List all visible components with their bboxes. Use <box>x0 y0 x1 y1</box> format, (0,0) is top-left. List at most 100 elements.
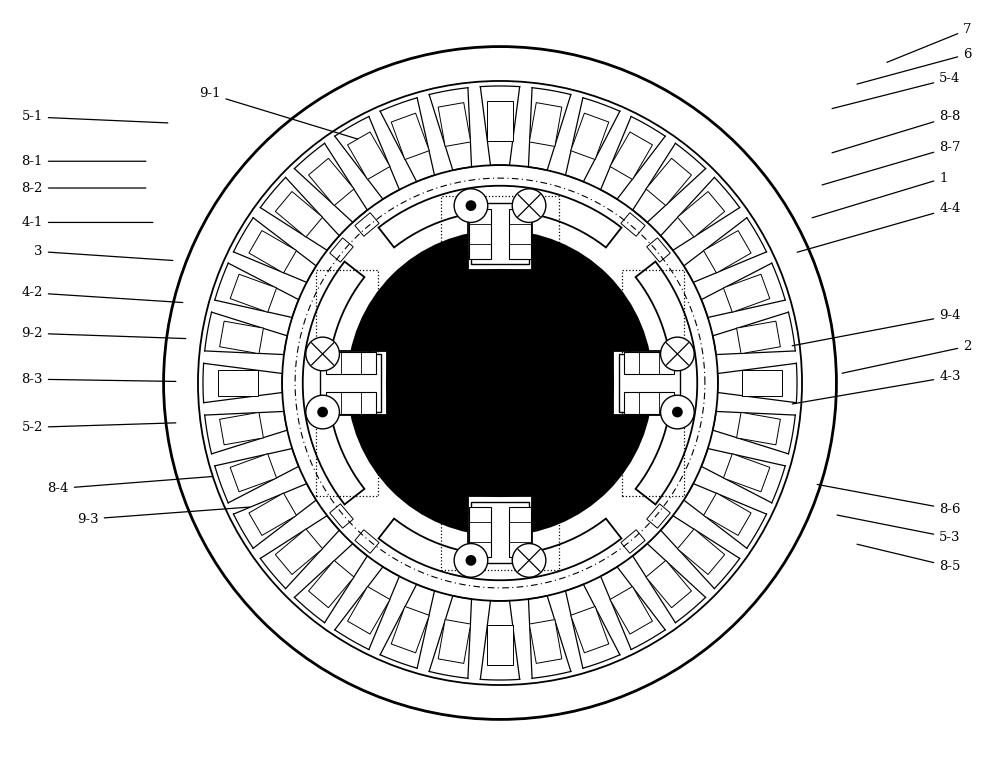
Text: 6: 6 <box>857 47 972 84</box>
Circle shape <box>306 395 339 429</box>
Polygon shape <box>471 203 529 264</box>
Circle shape <box>512 544 546 578</box>
Polygon shape <box>677 192 725 237</box>
Polygon shape <box>610 132 652 179</box>
Polygon shape <box>220 321 263 354</box>
Text: 8-7: 8-7 <box>822 141 961 185</box>
Text: 9-2: 9-2 <box>21 327 186 340</box>
Polygon shape <box>677 529 725 574</box>
Polygon shape <box>220 412 263 445</box>
Polygon shape <box>438 620 471 663</box>
Polygon shape <box>355 530 379 553</box>
Polygon shape <box>509 507 531 557</box>
Text: 5-2: 5-2 <box>21 421 176 434</box>
Polygon shape <box>355 213 379 236</box>
Text: 5-3: 5-3 <box>837 515 961 544</box>
Polygon shape <box>624 352 674 374</box>
Text: 8-3: 8-3 <box>21 373 176 385</box>
Circle shape <box>512 188 546 222</box>
Polygon shape <box>320 355 381 411</box>
Polygon shape <box>723 453 770 492</box>
Polygon shape <box>647 238 670 262</box>
Circle shape <box>387 270 613 496</box>
Text: 8-5: 8-5 <box>857 544 961 573</box>
Polygon shape <box>529 620 562 663</box>
Text: 9-1: 9-1 <box>199 87 358 139</box>
Circle shape <box>466 555 476 566</box>
Polygon shape <box>328 351 387 415</box>
Polygon shape <box>330 504 353 528</box>
Polygon shape <box>391 113 429 159</box>
Text: 1: 1 <box>812 172 948 218</box>
Polygon shape <box>509 209 531 259</box>
Polygon shape <box>309 561 354 607</box>
Polygon shape <box>348 587 390 634</box>
Text: 5-4: 5-4 <box>832 72 961 109</box>
Polygon shape <box>529 103 562 146</box>
Text: 2: 2 <box>842 340 972 373</box>
Polygon shape <box>621 213 645 236</box>
Polygon shape <box>737 412 780 445</box>
Polygon shape <box>621 530 645 553</box>
Circle shape <box>306 337 339 371</box>
Polygon shape <box>624 392 674 414</box>
Polygon shape <box>275 529 323 574</box>
Text: 7: 7 <box>887 23 972 62</box>
Polygon shape <box>230 453 277 492</box>
Polygon shape <box>571 607 609 653</box>
Polygon shape <box>636 261 697 505</box>
Polygon shape <box>326 392 376 414</box>
Circle shape <box>347 230 653 536</box>
Text: 4-2: 4-2 <box>21 286 183 303</box>
Circle shape <box>672 407 683 417</box>
Polygon shape <box>646 159 691 205</box>
Text: 4-1: 4-1 <box>21 216 153 229</box>
Polygon shape <box>438 103 471 146</box>
Circle shape <box>661 337 694 371</box>
Polygon shape <box>619 355 680 411</box>
Polygon shape <box>723 274 770 313</box>
Polygon shape <box>704 231 751 273</box>
Circle shape <box>466 200 476 211</box>
Polygon shape <box>704 493 751 535</box>
Polygon shape <box>613 351 672 415</box>
Polygon shape <box>326 352 376 374</box>
Circle shape <box>387 270 613 496</box>
Polygon shape <box>742 370 782 396</box>
Polygon shape <box>469 507 491 557</box>
Polygon shape <box>348 132 390 179</box>
Polygon shape <box>391 607 429 653</box>
Polygon shape <box>610 587 652 634</box>
Text: 4-4: 4-4 <box>797 202 961 252</box>
Polygon shape <box>487 626 513 666</box>
Polygon shape <box>646 561 691 607</box>
Polygon shape <box>647 504 670 528</box>
Text: 8-2: 8-2 <box>21 182 146 195</box>
Polygon shape <box>487 100 513 140</box>
Polygon shape <box>737 321 780 354</box>
Circle shape <box>459 342 541 424</box>
Text: 9-3: 9-3 <box>77 507 250 525</box>
Polygon shape <box>379 186 621 247</box>
Circle shape <box>317 407 328 417</box>
Circle shape <box>454 544 488 578</box>
Circle shape <box>454 188 488 222</box>
Text: 9-4: 9-4 <box>792 309 961 345</box>
Text: 3: 3 <box>34 245 173 260</box>
Polygon shape <box>469 209 491 259</box>
Polygon shape <box>249 493 296 535</box>
Polygon shape <box>309 159 354 205</box>
Text: 8-6: 8-6 <box>817 484 961 516</box>
Circle shape <box>661 395 694 429</box>
Polygon shape <box>468 211 532 270</box>
Polygon shape <box>218 370 258 396</box>
Text: 4-3: 4-3 <box>792 371 961 404</box>
Text: 8-1: 8-1 <box>21 155 146 168</box>
Text: 8-4: 8-4 <box>47 476 213 495</box>
Polygon shape <box>471 502 529 563</box>
Polygon shape <box>330 238 353 262</box>
Text: 5-1: 5-1 <box>21 110 168 123</box>
Polygon shape <box>571 113 609 159</box>
Polygon shape <box>468 496 532 555</box>
Polygon shape <box>230 274 277 313</box>
